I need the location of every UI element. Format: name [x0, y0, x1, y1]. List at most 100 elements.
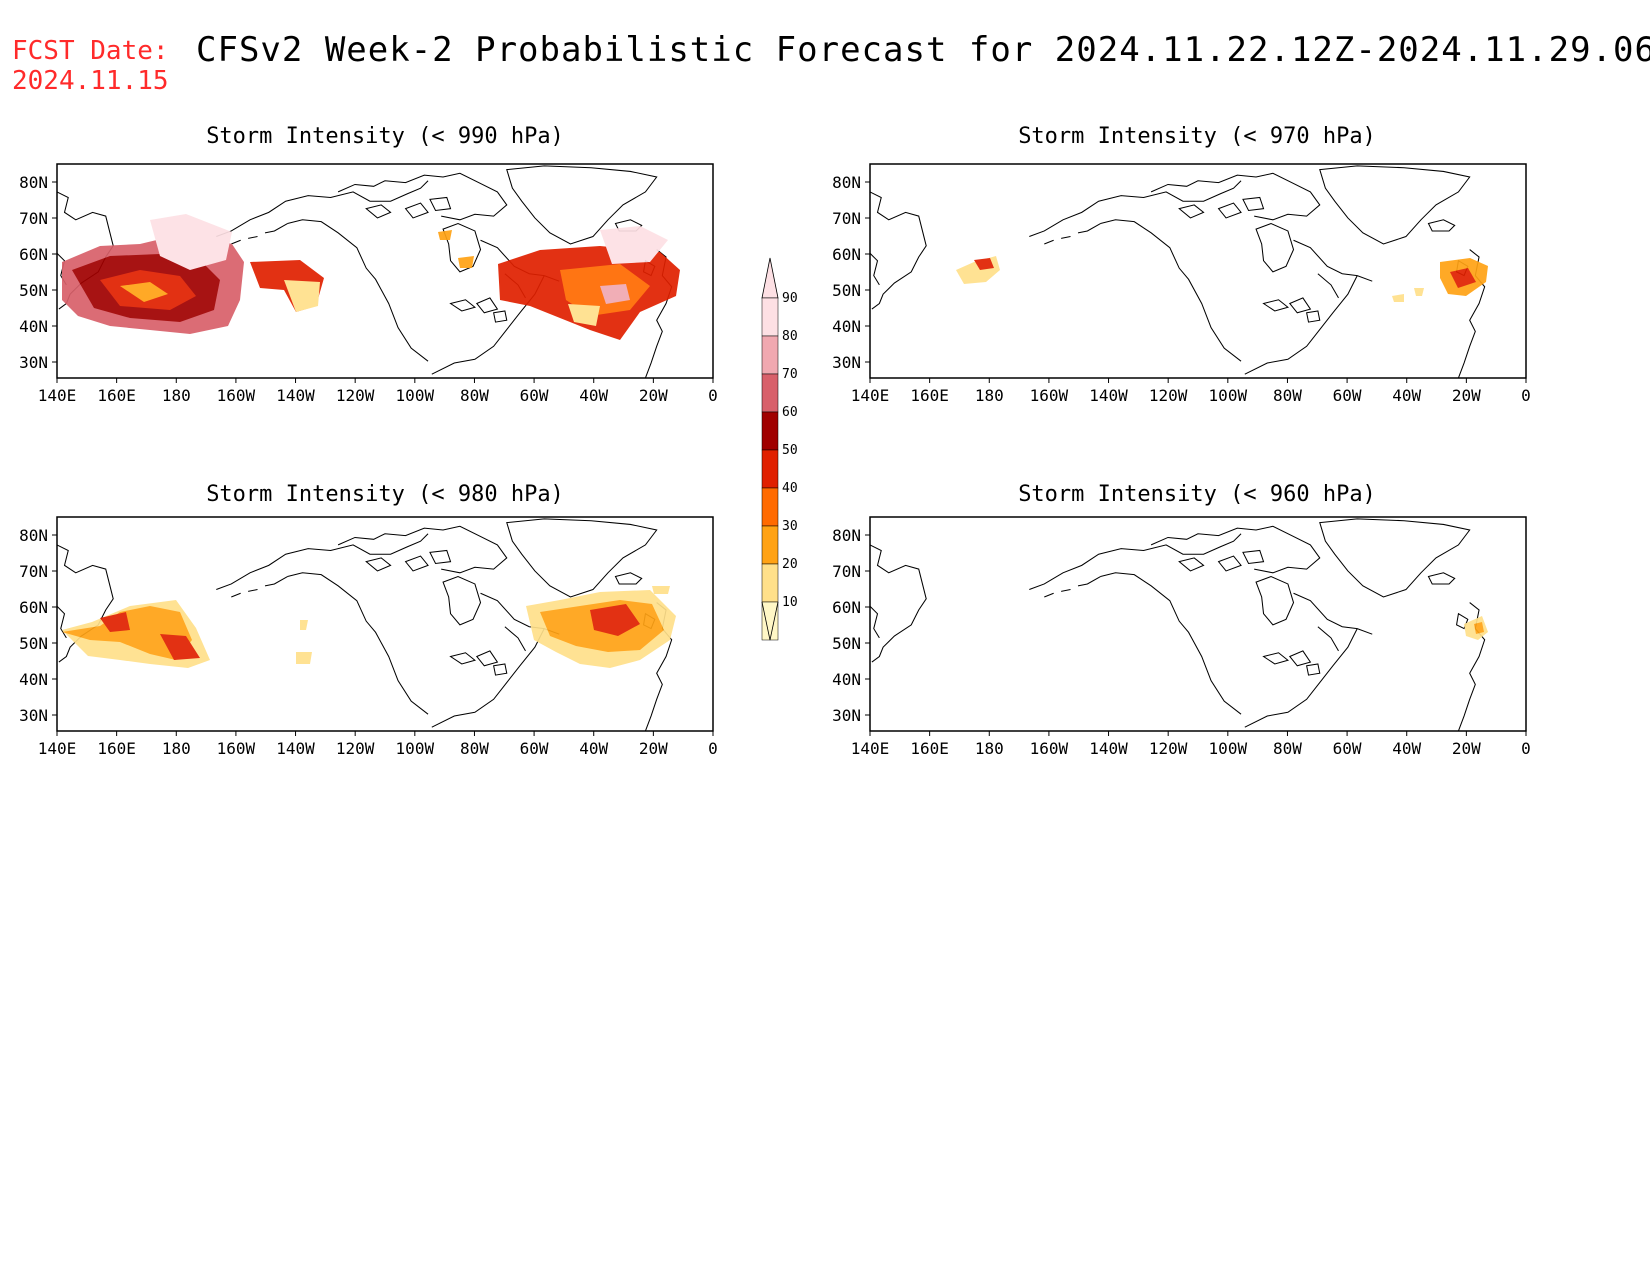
lon-tick-label: 20W: [1452, 386, 1481, 405]
lon-tick-label: 140E: [851, 739, 890, 758]
lon-tick-label: 100W: [396, 739, 435, 758]
forecast-date-block: FCST Date: 2024.11.15: [12, 36, 169, 96]
probability-shading-980: [62, 586, 676, 668]
lat-tick-label: 80N: [832, 526, 861, 545]
colorbar-segment: [761, 525, 779, 565]
probability-shading-970: [956, 256, 1488, 302]
lon-tick-label: 160E: [910, 386, 949, 405]
lat-tick-label: 30N: [19, 706, 48, 725]
panel-title-960: Storm Intensity (< 960 hPa): [1018, 482, 1376, 507]
lat-tick-label: 80N: [19, 173, 48, 192]
lon-tick-label: 120W: [1149, 739, 1188, 758]
lon-tick-label: 80W: [1273, 739, 1302, 758]
lon-tick-label: 60W: [1333, 386, 1362, 405]
lon-tick-label: 140E: [38, 386, 77, 405]
lat-tick-label: 70N: [19, 562, 48, 581]
lat-tick-label: 30N: [832, 353, 861, 372]
axis-labels: 140E 160E 180 160W 140W 120W 100W 80W 60W 40W 20W 0…: [19, 173, 1531, 758]
colorbar-tick-label: 70: [782, 367, 798, 382]
lon-tick-label: 160W: [1030, 386, 1069, 405]
lon-tick-label: 180: [975, 739, 1004, 758]
lat-tick-label: 60N: [832, 598, 861, 617]
colorbar-segment: [761, 373, 779, 413]
lon-tick-label: 80W: [460, 386, 489, 405]
lon-tick-label: 120W: [336, 386, 375, 405]
lat-tick-label: 70N: [832, 209, 861, 228]
probability-shading-960: [1464, 616, 1488, 640]
lon-tick-label: 60W: [520, 739, 549, 758]
lon-tick-label: 40W: [579, 739, 608, 758]
lon-tick-label: 120W: [1149, 386, 1188, 405]
colorbar-tick-label: 20: [782, 557, 798, 572]
lat-tick-label: 30N: [19, 353, 48, 372]
colorbar-segment: [761, 601, 779, 641]
colorbar-segment: [761, 297, 779, 337]
colorbar-segment: [761, 487, 779, 527]
lat-tick-label: 40N: [19, 670, 48, 689]
lon-tick-label: 160E: [910, 739, 949, 758]
colorbar-tick-label: 80: [782, 329, 798, 344]
lon-tick-label: 180: [162, 739, 191, 758]
panel-title-980: Storm Intensity (< 980 hPa): [206, 482, 564, 507]
colorbar-segment: [761, 563, 779, 603]
probability-shading-990: [62, 214, 680, 340]
lon-tick-label: 60W: [1333, 739, 1362, 758]
lat-tick-label: 70N: [832, 562, 861, 581]
lon-tick-label: 0: [708, 739, 718, 758]
lon-tick-label: 180: [162, 386, 191, 405]
lon-tick-label: 140W: [276, 386, 315, 405]
lon-tick-label: 20W: [1452, 739, 1481, 758]
lon-tick-label: 160W: [1030, 739, 1069, 758]
colorbar-top-triangle: [761, 257, 779, 299]
lon-tick-label: 60W: [520, 386, 549, 405]
lat-tick-label: 60N: [832, 245, 861, 264]
colorbar-tick-label: 50: [782, 443, 798, 458]
lon-tick-label: 160W: [217, 386, 256, 405]
colorbar-bottom-triangle: [761, 601, 779, 641]
colorbar: 90 80 70 60 50 40 30 20 10: [761, 257, 798, 641]
colorbar-tick-label: 10: [782, 595, 798, 610]
lon-tick-label: 40W: [579, 386, 608, 405]
lon-tick-label: 80W: [1273, 386, 1302, 405]
colorbar-tick-label: 40: [782, 481, 798, 496]
lat-tick-label: 40N: [19, 317, 48, 336]
lon-tick-label: 140W: [276, 739, 315, 758]
lon-tick-label: 40W: [1392, 386, 1421, 405]
lat-tick-label: 70N: [19, 209, 48, 228]
colorbar-segment: [761, 335, 779, 375]
lon-tick-label: 80W: [460, 739, 489, 758]
lon-tick-label: 100W: [1209, 386, 1248, 405]
lon-tick-label: 140W: [1089, 386, 1128, 405]
lon-tick-label: 140W: [1089, 739, 1128, 758]
lon-tick-label: 140E: [38, 739, 77, 758]
lat-tick-label: 30N: [832, 706, 861, 725]
lat-tick-label: 60N: [19, 598, 48, 617]
lat-tick-label: 80N: [832, 173, 861, 192]
lon-tick-label: 100W: [396, 386, 435, 405]
lon-tick-label: 100W: [1209, 739, 1248, 758]
lat-tick-label: 80N: [19, 526, 48, 545]
colorbar-tick-label: 30: [782, 519, 798, 534]
lon-tick-label: 0: [1521, 386, 1531, 405]
fcst-date: 2024.11.15: [12, 66, 169, 96]
panel-title-970: Storm Intensity (< 970 hPa): [1018, 124, 1376, 149]
lat-tick-label: 50N: [832, 634, 861, 653]
lon-tick-label: 40W: [1392, 739, 1421, 758]
fcst-label: FCST Date:: [12, 36, 169, 66]
colorbar-tick-label: 60: [782, 405, 798, 420]
page-title: CFSv2 Week-2 Probabilistic Forecast for …: [196, 30, 1650, 70]
lon-tick-label: 20W: [639, 386, 668, 405]
lon-tick-label: 0: [708, 386, 718, 405]
lat-tick-label: 50N: [19, 634, 48, 653]
lon-tick-label: 0: [1521, 739, 1531, 758]
lon-tick-label: 140E: [851, 386, 890, 405]
colorbar-segment: [761, 411, 779, 451]
lon-tick-label: 20W: [639, 739, 668, 758]
lat-tick-label: 50N: [19, 281, 48, 300]
colorbar-segment: [761, 449, 779, 489]
lon-tick-label: 120W: [336, 739, 375, 758]
lat-tick-label: 60N: [19, 245, 48, 264]
lat-tick-label: 40N: [832, 670, 861, 689]
lon-tick-label: 180: [975, 386, 1004, 405]
